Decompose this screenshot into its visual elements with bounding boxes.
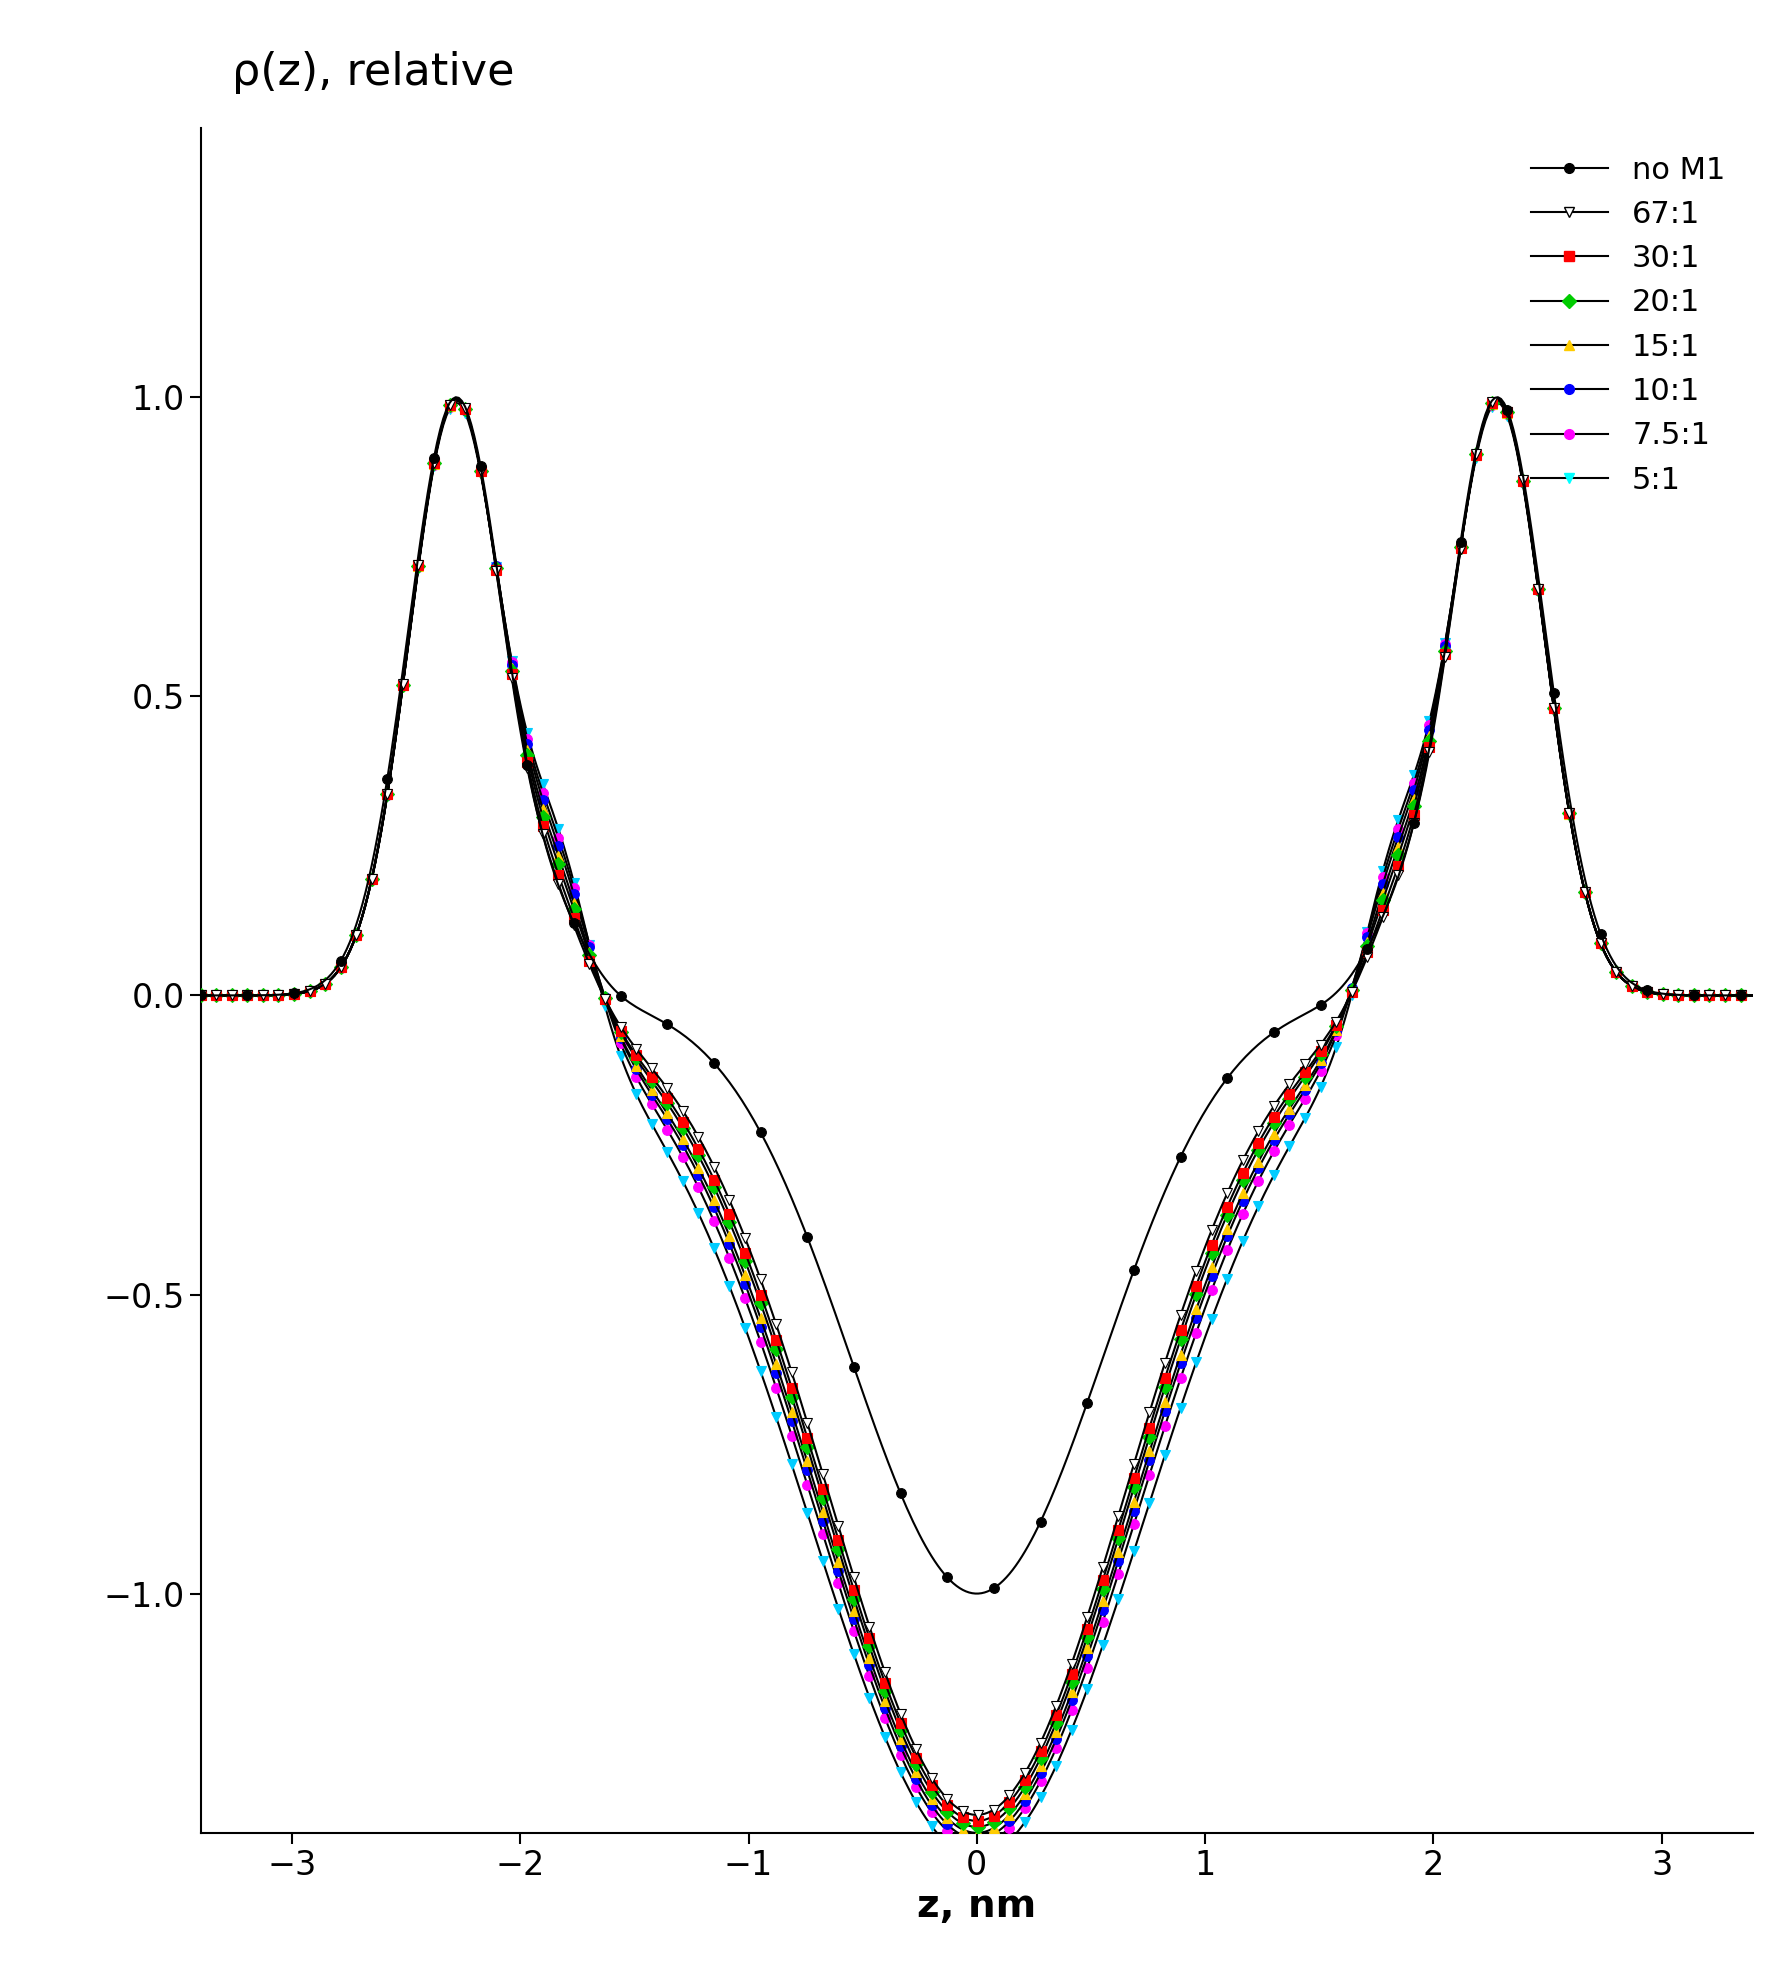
X-axis label: z, nm: z, nm [918, 1887, 1036, 1925]
Text: ρ(z), relative: ρ(z), relative [232, 51, 514, 93]
Legend: no M1, 67:1, 30:1, 20:1, 15:1, 10:1, 7.5:1, 5:1: no M1, 67:1, 30:1, 20:1, 15:1, 10:1, 7.5… [1519, 143, 1738, 507]
